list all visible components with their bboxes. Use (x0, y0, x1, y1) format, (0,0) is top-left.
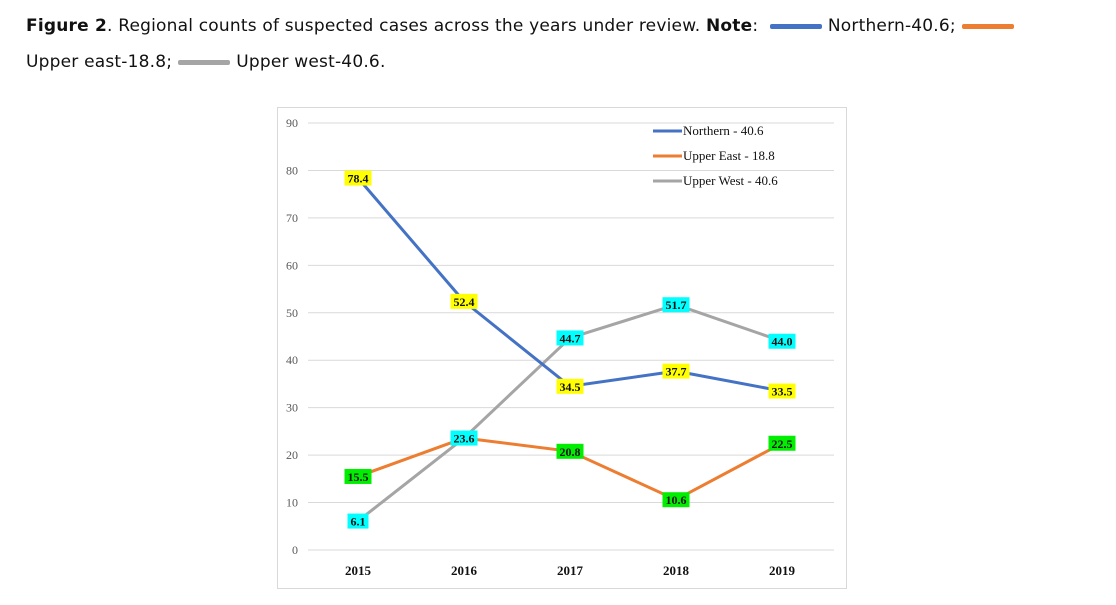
figure-caption: Figure 2. Regional counts of suspected c… (26, 8, 1096, 80)
data-label: 37.7 (666, 365, 687, 379)
data-label-bg (450, 430, 478, 446)
upper-west-swatch (178, 59, 231, 65)
data-label-bg (662, 363, 690, 379)
data-label-bg (768, 435, 796, 451)
data-label: 44.7 (560, 331, 581, 345)
y-tick-label: 70 (286, 211, 298, 225)
data-label: 23.6 (454, 432, 475, 446)
data-label-bg (344, 468, 372, 484)
data-label: 20.8 (560, 445, 581, 459)
y-tick-label: 20 (286, 448, 298, 462)
data-label: 34.5 (560, 380, 581, 394)
caption-item-upper-east: Upper east-18.8; (26, 52, 173, 72)
y-tick-label: 10 (286, 496, 298, 510)
line-chart: 0 10 20 30 40 50 60 70 80 90 2015 2016 2017 2018 2019 1… (286, 116, 834, 578)
y-tick-label: 0 (292, 543, 298, 557)
upper-east-swatch (961, 23, 1014, 29)
data-label: 78.4 (348, 172, 369, 186)
data-label: 22.5 (772, 437, 793, 451)
x-tick-label: 2017 (557, 563, 584, 578)
x-tick-label: 2019 (769, 563, 796, 578)
y-tick-label: 60 (286, 258, 298, 272)
caption-text: . Regional counts of suspected cases acr… (106, 16, 706, 36)
y-tick-label: 50 (286, 306, 298, 320)
note-colon: : (752, 16, 759, 36)
data-label-bg (556, 330, 584, 346)
legend-entry: Upper West - 40.6 (683, 173, 778, 188)
y-tick-label: 40 (286, 353, 298, 367)
northern-swatch (769, 23, 822, 29)
series-line-northern (356, 177, 783, 393)
data-label: 6.1 (351, 515, 366, 529)
y-tick-label: 30 (286, 401, 298, 415)
data-label: 15.5 (348, 470, 369, 484)
data-label-bg (662, 297, 690, 313)
data-label: 44.0 (772, 335, 793, 349)
data-label-bg (556, 443, 584, 459)
legend-entry: Upper East - 18.8 (683, 148, 775, 163)
data-label: 52.4 (454, 295, 475, 309)
caption-item-upper-west: Upper west-40.6. (236, 52, 386, 72)
data-label: 10.6 (666, 493, 687, 507)
legend-entry: Northern - 40.6 (683, 123, 764, 138)
data-label-bg (768, 333, 796, 349)
data-label-bg (450, 293, 478, 309)
data-label-bg (768, 383, 796, 399)
caption-item-northern: Northern-40.6; (827, 16, 956, 36)
data-label-bg (662, 492, 690, 508)
figure-label: Figure 2 (26, 16, 107, 36)
x-tick-label: 2015 (345, 563, 372, 578)
note-label: Note (705, 16, 753, 36)
data-label-bg (347, 513, 369, 529)
data-label: 51.7 (666, 298, 687, 312)
x-tick-label: 2016 (451, 563, 478, 578)
x-tick-label: 2018 (663, 563, 690, 578)
y-tick-label: 80 (286, 163, 298, 177)
data-label-bg (344, 170, 372, 186)
chart-frame: 0 10 20 30 40 50 60 70 80 90 2015 2016 2017 2018 2019 1… (277, 107, 847, 589)
data-label-bg (556, 378, 584, 394)
data-label: 33.5 (772, 385, 793, 399)
y-tick-label: 90 (286, 116, 298, 130)
